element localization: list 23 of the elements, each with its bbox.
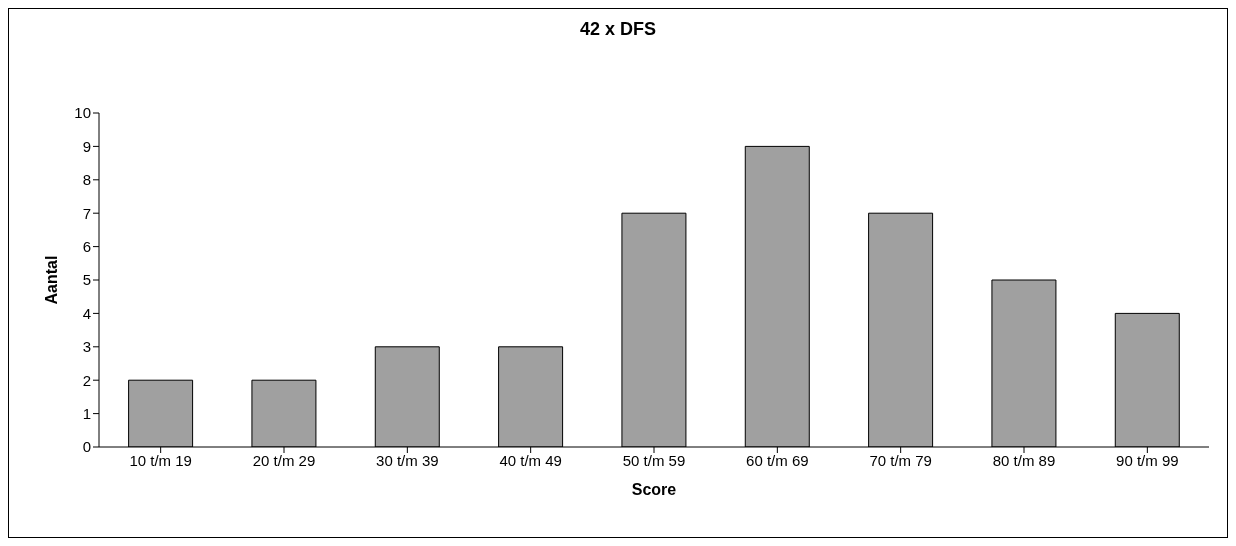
y-tick-label: 9 (82, 137, 91, 155)
chart-title: 42 x DFS (578, 19, 657, 40)
x-tick-label: 70 t/m 79 (869, 451, 932, 469)
y-tick-label: 6 (82, 237, 91, 255)
y-tick-label: 5 (82, 271, 91, 289)
y-tick-label: 2 (82, 371, 91, 389)
x-tick-label: 60 t/m 69 (746, 451, 809, 469)
x-tick-label: 80 t/m 89 (992, 451, 1056, 469)
y-tick-label: 1 (82, 404, 91, 422)
x-tick-label: 90 t/m 99 (1116, 451, 1179, 469)
x-tick-label: 20 t/m 29 (252, 451, 316, 469)
y-tick-label: 3 (82, 338, 91, 356)
y-tick-label: 7 (82, 204, 91, 222)
y-tick-label: 10 (74, 104, 91, 122)
x-tick-label: 40 t/m 49 (499, 451, 562, 469)
y-tick-label: 0 (82, 438, 91, 456)
x-tick-label: 50 t/m 59 (622, 451, 686, 469)
x-axis-title: Score (631, 481, 677, 498)
x-tick-label: 30 t/m 39 (376, 451, 439, 469)
y-tick-label: 8 (82, 171, 91, 189)
y-tick-label: 4 (82, 304, 91, 322)
y-axis-title: Aantal (42, 255, 60, 305)
x-tick-label: 10 t/m 19 (129, 451, 192, 469)
